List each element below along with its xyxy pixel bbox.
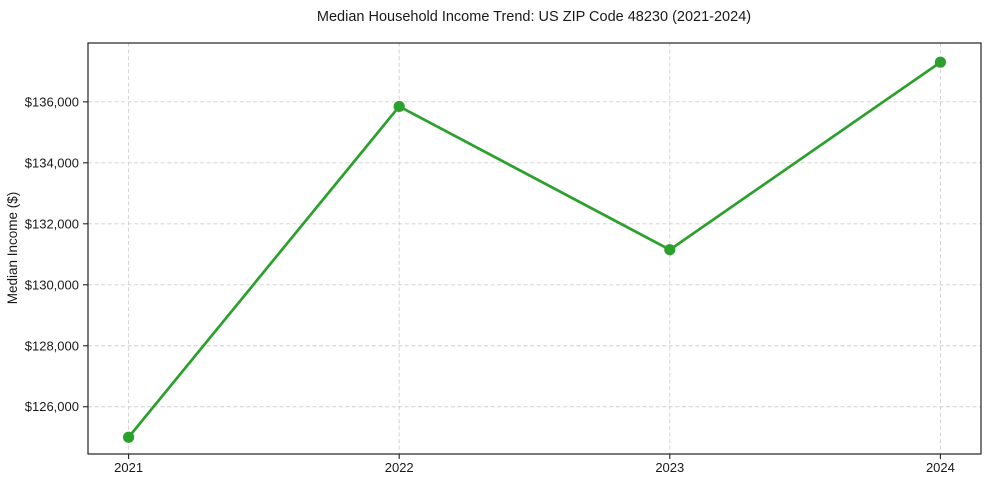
y-tick-label: $132,000 (25, 216, 79, 231)
y-tick-label: $128,000 (25, 338, 79, 353)
x-tick-label: 2023 (655, 460, 684, 475)
y-axis-label: Median Income ($) (5, 192, 20, 305)
x-tick-label: 2022 (385, 460, 414, 475)
x-tick-label: 2021 (114, 460, 143, 475)
y-tick-label: $136,000 (25, 94, 79, 109)
data-point (393, 100, 405, 113)
axes-layer: 2021 2022 2023 2024 $126,000 $128,000 $130,000… (25, 42, 982, 475)
data-point (122, 431, 135, 443)
x-tick-label: 2024 (926, 460, 955, 475)
y-tick-label: $134,000 (25, 155, 79, 170)
series-layer (122, 56, 947, 443)
y-tick-label: $130,000 (25, 277, 79, 292)
grid-layer (88, 43, 981, 454)
data-point (664, 244, 676, 256)
plot-border (87, 42, 982, 455)
data-line (127, 60, 942, 439)
y-tick-label: $126,000 (25, 399, 79, 414)
chart-title: Median Household Income Trend: US ZIP Co… (317, 9, 751, 25)
data-point (934, 56, 947, 68)
